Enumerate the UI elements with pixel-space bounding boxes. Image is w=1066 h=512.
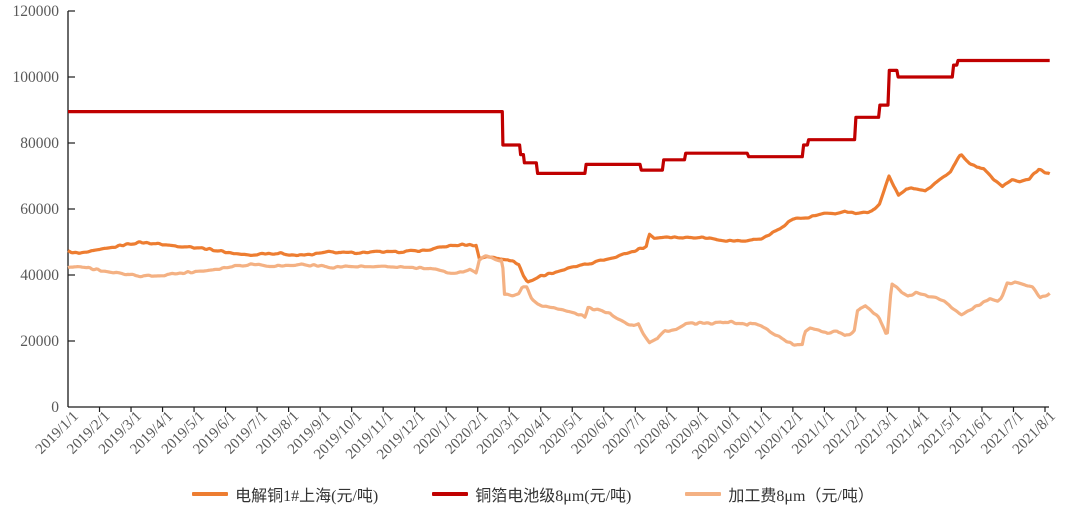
legend-item-processing-fee: 加工费8μm（元/吨） bbox=[685, 482, 874, 506]
legend-item-electrolytic-copper: 电解铜1#上海(元/吨) bbox=[192, 482, 378, 506]
y-axis-label: 80000 bbox=[20, 135, 59, 152]
y-axis-label: 120000 bbox=[13, 3, 60, 20]
legend-label-electrolytic-copper: 电解铜1#上海(元/吨) bbox=[235, 488, 379, 505]
legend-item-copper-foil: 铜箔电池级8μm(元/吨) bbox=[432, 482, 631, 506]
legend-line-marker-icon bbox=[432, 492, 469, 496]
x-axis: 2019/1/12019/2/12019/3/12019/4/12019/5/1… bbox=[33, 407, 1059, 463]
legend-line-marker-icon bbox=[192, 492, 229, 496]
y-axis-label: 100000 bbox=[13, 69, 60, 86]
series-line-copper-foil-battery-grade-8um bbox=[68, 58, 1050, 175]
legend-label-processing-fee: 加工费8μm（元/吨） bbox=[728, 488, 874, 505]
legend-line-marker-icon bbox=[685, 492, 722, 496]
series-line-electrolytic-copper-1-shanghai bbox=[67, 153, 1051, 284]
y-axis-label: 0 bbox=[51, 399, 59, 416]
legend-label-copper-foil: 铜箔电池级8μm(元/吨) bbox=[475, 488, 632, 505]
series-line-processing-fee-8um bbox=[67, 254, 1051, 347]
y-axis-label: 20000 bbox=[20, 333, 59, 350]
y-axis-label: 60000 bbox=[20, 201, 59, 218]
chart-legend: 电解铜1#上海(元/吨) 铜箔电池级8μm(元/吨) 加工费8μm（元/吨） bbox=[0, 482, 1066, 506]
axes bbox=[67, 11, 1049, 408]
y-axis-label: 40000 bbox=[20, 267, 59, 284]
y-axis: 0 20000 40000 60000 80000 100000 120000 bbox=[13, 3, 75, 416]
